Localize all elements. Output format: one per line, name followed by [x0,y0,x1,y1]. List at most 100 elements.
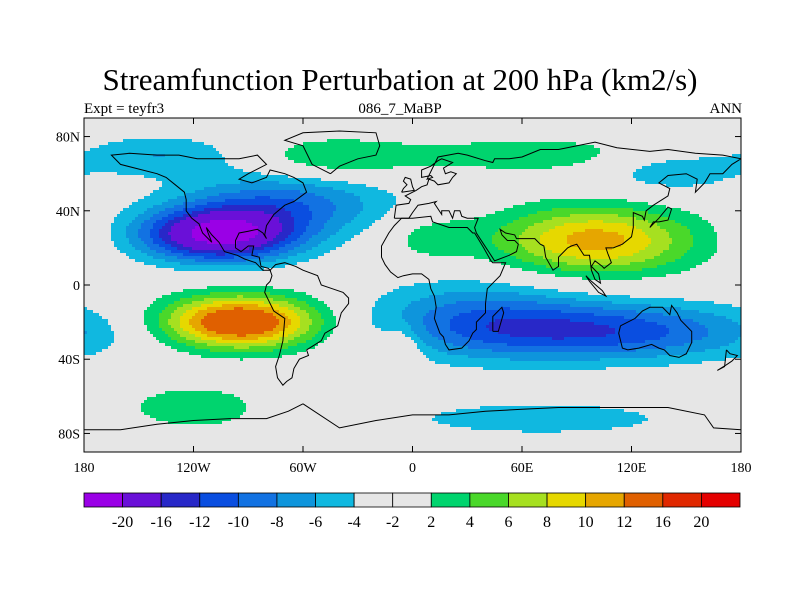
contour-cell [288,340,307,344]
contour-cell [171,244,184,248]
contour-cell [666,274,741,278]
contour-cell [84,127,741,131]
contour-cell [363,229,415,233]
contour-cell [288,250,307,254]
contour-cell [102,349,178,353]
contour-cell [147,208,166,212]
contour-cell [639,412,741,416]
contour-cell [426,355,469,359]
contour-cell [327,166,394,170]
contour-cell [288,256,319,260]
contour-cell [84,415,151,419]
contour-cell [315,193,355,197]
contour-cell [192,301,214,305]
contour-cell [417,334,433,338]
contour-cell [198,310,217,314]
contour-cell [576,256,619,260]
contour-cell [372,322,409,326]
contour-cell [159,244,172,248]
contour-cell [279,220,295,224]
contour-cell [210,292,271,296]
contour-cell [471,142,577,146]
contour-cell [171,316,181,320]
contour-cell [453,316,625,320]
contour-cell [393,289,559,293]
contour-cell [300,334,316,338]
contour-cell [153,241,166,245]
colorbar-box [508,492,548,508]
contour-cell [165,223,175,227]
contour-cell [174,301,193,305]
contour-cell [309,205,337,209]
contour-cell [249,247,265,251]
contour-cell [642,421,741,425]
contour-cell [714,229,741,233]
contour-cell [510,283,741,287]
contour-cell [216,340,268,344]
contour-cell [669,244,694,248]
contour-cell [390,208,505,212]
contour-cell [84,283,415,287]
contour-cell [444,292,520,296]
contour-cell [633,175,736,179]
contour-cell [84,163,229,167]
coastline [585,275,608,298]
contour-cell [636,226,661,230]
contour-cell [294,160,586,164]
contour-cell [438,349,493,353]
coastline [381,215,507,351]
contour-cell [663,313,715,317]
contour-cell [309,259,490,263]
contour-cell [168,232,193,236]
contour-cell [672,238,694,242]
contour-cell [651,241,673,245]
colorbar-box [83,492,123,508]
contour-cell [615,331,670,335]
contour-cell [237,334,247,338]
contour-cell [327,139,361,143]
contour-cell [183,289,295,293]
colorbar-label: -2 [386,514,399,531]
contour-cell [180,319,190,323]
contour-cell [498,247,526,251]
contour-cell [234,346,250,350]
contour-cell [360,211,388,215]
contour-cell [126,235,139,239]
contour-cell [225,253,259,257]
contour-cell [324,196,361,200]
contour-cell [486,166,553,170]
contour-cell [474,217,520,221]
contour-cell [171,292,211,296]
contour-cell [612,247,646,251]
contour-cell [642,268,691,272]
contour-cell [594,313,664,317]
contour-cell [264,301,289,305]
contour-cell [93,310,145,314]
contour-cell [537,301,613,305]
contour-cell [84,139,124,143]
contour-cell [711,256,741,260]
contour-cell [642,277,741,281]
contour-cell [237,241,268,245]
contour-cell [204,325,277,329]
contour-cell [258,229,283,233]
contour-cell [180,298,205,302]
contour-cell [192,316,205,320]
contour-cell [450,325,487,329]
contour-cell [285,154,598,158]
contour-cell [321,313,334,317]
contour-cell [84,262,145,266]
contour-cell [573,163,652,167]
contour-cell [411,247,499,251]
contour-cell [606,367,741,371]
contour-cell [336,322,373,326]
contour-cell [573,232,619,236]
contour-cell [300,319,313,323]
contour-cell [309,328,322,332]
contour-cell [288,235,301,239]
contour-cell [111,232,127,236]
contour-cell [648,202,741,206]
contour-cell [156,250,172,254]
contour-cell [432,334,463,338]
contour-cell [279,319,292,323]
